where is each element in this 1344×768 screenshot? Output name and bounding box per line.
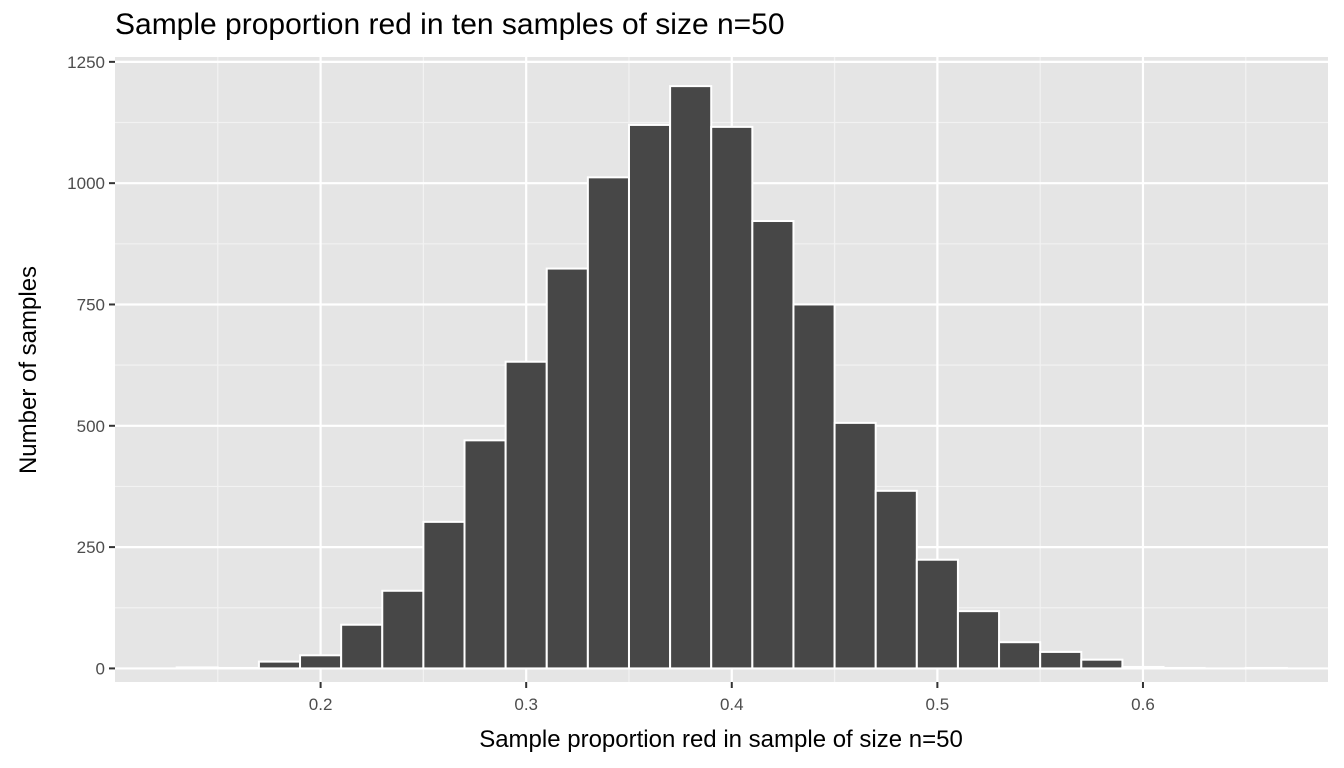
- histogram-bar: [340, 623, 384, 670]
- histogram-bar: [175, 666, 219, 670]
- histogram-bar: [545, 267, 589, 670]
- histogram-bar: [710, 125, 754, 670]
- histogram-bar: [422, 520, 466, 670]
- histogram-bar: [669, 85, 713, 670]
- histogram-bar: [998, 641, 1042, 670]
- x-axis-title: Sample proportion red in sample of size …: [479, 726, 963, 753]
- histogram-bar: [463, 439, 507, 670]
- histogram-bar: [1039, 650, 1083, 670]
- x-tick-label: 0.6: [1131, 695, 1155, 714]
- chart-title: Sample proportion red in ten samples of …: [115, 8, 785, 41]
- histogram-bar: [915, 558, 959, 670]
- x-tick-label: 0.5: [926, 695, 950, 714]
- y-tick-label: 0: [96, 659, 105, 678]
- y-tick-label: 750: [77, 295, 105, 314]
- histogram-bar: [1080, 658, 1124, 670]
- histogram-bar: [299, 654, 343, 670]
- y-tick-label: 500: [77, 417, 105, 436]
- histogram-bar: [257, 660, 302, 670]
- histogram-bar: [504, 360, 548, 670]
- x-tick-label: 0.4: [720, 695, 744, 714]
- x-tick-label: 0.3: [514, 695, 538, 714]
- histogram-bar: [833, 421, 877, 670]
- x-axis: 0.2 0.3 0.4 0.5 0.6: [309, 682, 1155, 714]
- histogram-bar: [874, 489, 918, 670]
- histogram-bar: [956, 610, 1001, 670]
- y-tick-label: 1000: [67, 174, 105, 193]
- x-tick-label: 0.2: [309, 695, 333, 714]
- histogram-bar: [792, 303, 836, 670]
- histogram-bar: [751, 220, 795, 670]
- y-axis-title: Number of samples: [15, 266, 42, 474]
- y-tick-label: 250: [77, 538, 105, 557]
- y-axis: 0 250 500 750 1000 1250: [67, 53, 115, 678]
- histogram-bars: [175, 85, 1288, 670]
- histogram-bar: [381, 589, 425, 670]
- histogram-bar: [627, 123, 672, 670]
- histogram-bar: [1121, 665, 1165, 670]
- y-tick-label: 1250: [67, 53, 105, 72]
- histogram-bar: [586, 176, 630, 670]
